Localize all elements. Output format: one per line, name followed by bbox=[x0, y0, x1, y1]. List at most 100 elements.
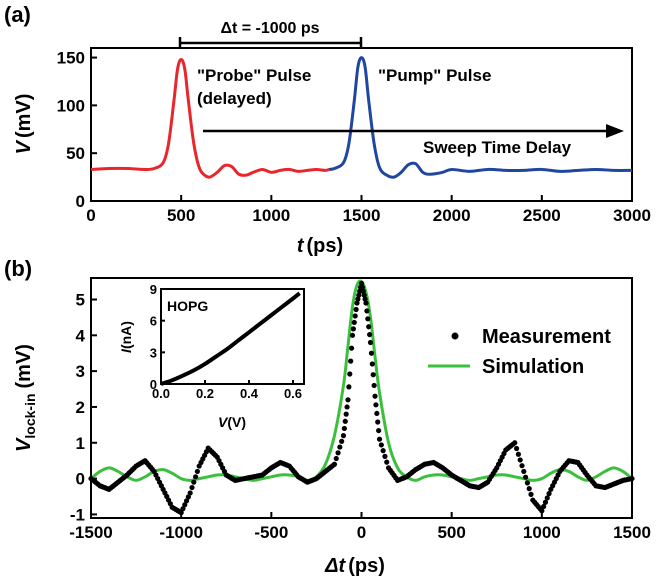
legend-measurement-label: Measurement bbox=[482, 326, 611, 348]
panel-a-x-tick-label: 3000 bbox=[613, 206, 651, 225]
measurement-point bbox=[380, 448, 386, 454]
panel-b-y-tick-label: -1 bbox=[70, 505, 85, 524]
measurement-point bbox=[352, 313, 358, 319]
measurement-point bbox=[182, 502, 188, 508]
sweep-label: Sweep Time Delay bbox=[423, 138, 572, 157]
measurement-series bbox=[88, 280, 635, 516]
inset-series bbox=[160, 291, 301, 386]
measurement-point bbox=[348, 345, 355, 351]
measurement-point bbox=[370, 372, 376, 378]
measurement-point bbox=[360, 288, 366, 294]
measurement-point bbox=[376, 436, 383, 442]
measurement-point bbox=[363, 300, 369, 306]
panel-a-x-tick-label: 500 bbox=[167, 206, 195, 225]
measurement-point bbox=[344, 404, 350, 410]
measurement-point bbox=[331, 461, 338, 467]
measurement-point bbox=[367, 331, 373, 338]
measurement-point bbox=[346, 384, 352, 390]
measurement-point bbox=[542, 499, 549, 505]
measurement-point bbox=[342, 418, 348, 424]
measurement-point bbox=[355, 296, 361, 302]
panel-b-y-title: Vlock-in(mV) bbox=[13, 344, 38, 452]
panel-a-y-title: V(mV) bbox=[13, 94, 35, 155]
inset-iv-plot: 0.0 0.2 0.4 0.6 0 3 6 9 HOPG V(V) I(nA) bbox=[118, 282, 305, 430]
measurement-point bbox=[180, 506, 186, 512]
measurement-point bbox=[376, 427, 382, 434]
measurement-point bbox=[359, 284, 366, 290]
panel-b-x-tick-label: -500 bbox=[254, 523, 288, 542]
measurement-point bbox=[526, 486, 532, 492]
measurement-point bbox=[374, 410, 380, 417]
panel-b-y-tick-label: 0 bbox=[76, 470, 85, 489]
measurement-point bbox=[189, 484, 195, 491]
inset-y-tick-label: 6 bbox=[150, 314, 157, 329]
measurement-point bbox=[348, 358, 354, 364]
panel-b-y-tick-label: 4 bbox=[76, 326, 86, 345]
measurement-point bbox=[345, 397, 351, 403]
panel-b-plot-frame bbox=[90, 277, 633, 519]
panel-a-y-tick-label: 100 bbox=[57, 96, 85, 115]
inset-x-tick-label: 0.4 bbox=[240, 386, 259, 401]
inset-sample-label: HOPG bbox=[167, 298, 208, 314]
measurement-point bbox=[191, 479, 197, 485]
measurement-point bbox=[178, 510, 184, 516]
panel-b-y-tick-label: 1 bbox=[76, 434, 85, 453]
measurement-point bbox=[541, 503, 547, 510]
panel-b-x-ticks: -1500 -1000 -500 0 500 1000 1500 bbox=[69, 512, 651, 542]
panel-b-x-tick-label: -1500 bbox=[69, 523, 112, 542]
measurement-point bbox=[183, 498, 190, 504]
inset-y-tick-label: 9 bbox=[150, 282, 157, 297]
inset-x-tick-label: 0.6 bbox=[284, 386, 302, 401]
panel-b: (b) -1500 -1000 -500 0 500 1000 1500 -1012345 … bbox=[4, 256, 651, 577]
measurement-point bbox=[187, 490, 193, 496]
measurement-point bbox=[375, 419, 381, 425]
panel-b-label: (b) bbox=[4, 256, 32, 281]
measurement-point bbox=[371, 382, 377, 389]
panel-b-y-tick-label: 2 bbox=[76, 398, 85, 417]
panel-a-y-tick-label: 0 bbox=[76, 192, 85, 211]
probe-label: "Probe" Pulse bbox=[197, 66, 311, 85]
measurement-point bbox=[373, 402, 379, 408]
sweep-arrow-head bbox=[606, 124, 624, 138]
legend-measurement-marker bbox=[451, 332, 459, 340]
measurement-point bbox=[378, 442, 384, 448]
measurement-point bbox=[339, 438, 345, 444]
inset-x-title: V(V) bbox=[218, 414, 246, 430]
measurement-point bbox=[544, 495, 550, 501]
measurement-point bbox=[382, 453, 388, 459]
panel-a-label: (a) bbox=[4, 2, 31, 27]
measurement-point bbox=[350, 326, 356, 332]
measurement-point bbox=[351, 319, 357, 326]
measurement-point bbox=[384, 459, 390, 465]
panel-b-x-title: Δt (ps) bbox=[324, 555, 385, 577]
measurement-point bbox=[340, 433, 347, 439]
measurement-point bbox=[333, 455, 339, 462]
panel-a-x-ticks: 0 500 1000 1500 2000 2500 3000 bbox=[86, 195, 651, 225]
panel-b-x-tick-label: 1000 bbox=[523, 523, 561, 542]
probe-pulse-line bbox=[90, 57, 330, 179]
measurement-point bbox=[546, 491, 552, 497]
legend: Measurement Simulation bbox=[428, 326, 611, 378]
measurement-point bbox=[528, 491, 534, 497]
panel-b-x-tick-label: 1500 bbox=[613, 523, 651, 542]
inset-y-ticks: 0 3 6 9 bbox=[150, 282, 165, 392]
measurement-point bbox=[364, 308, 370, 314]
measurement-point bbox=[194, 468, 200, 475]
panel-a-x-tick-label: 0 bbox=[86, 206, 95, 225]
measurement-point bbox=[353, 306, 359, 313]
measurement-point bbox=[539, 508, 545, 514]
panel-b-y-tick-label: 5 bbox=[76, 290, 85, 309]
panel-b-x-tick-label: 0 bbox=[357, 523, 366, 542]
panel-a-y-ticks: 0 50 100 150 bbox=[57, 49, 97, 211]
inset-y-tick-label: 3 bbox=[150, 345, 157, 360]
panel-a: (a) 0 500 1000 1500 2000 2500 3000 0 50 100 150 Δ… bbox=[4, 2, 651, 257]
measurement-point bbox=[337, 444, 343, 450]
measurement-point bbox=[192, 474, 199, 480]
measurement-point bbox=[521, 468, 527, 475]
measurement-point bbox=[343, 411, 349, 417]
legend-simulation-label: Simulation bbox=[482, 356, 584, 378]
measurement-point bbox=[513, 445, 520, 452]
inset-plot-frame bbox=[160, 288, 305, 385]
measurement-point bbox=[517, 457, 523, 463]
